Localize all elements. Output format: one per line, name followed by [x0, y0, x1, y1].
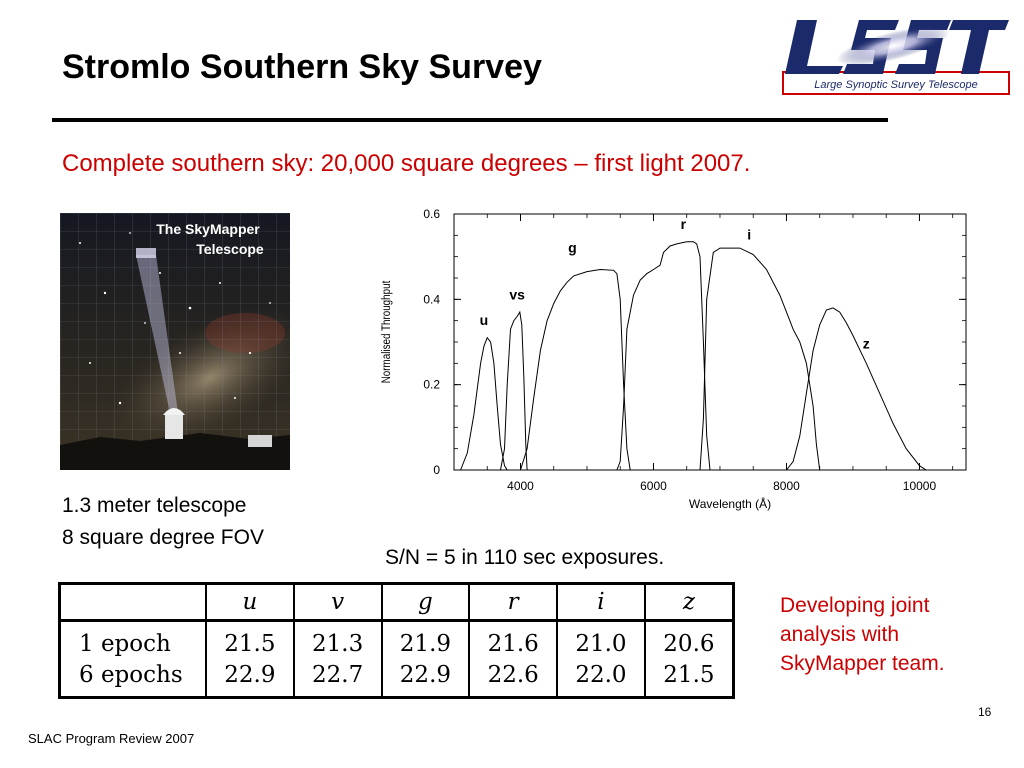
series-line-g: [520, 268, 631, 471]
lsst-logo: Large Synoptic Survey Telescope: [773, 10, 1017, 98]
caption-telescope: 1.3 meter telescope: [62, 494, 247, 517]
table-cell: 21.9: [380, 620, 470, 659]
exposure-note: S/N = 5 in 110 sec exposures.: [385, 546, 665, 569]
y-tick-label: 0.6: [423, 207, 440, 221]
skymapper-telescope-photo: The SkyMapper Telescope: [60, 213, 290, 470]
table-row: 6 epochs 22.9 22.7 22.9 22.6 22.0 21.5: [60, 659, 734, 698]
row-label: 6 epochs: [79, 661, 183, 688]
x-axis-label: Wavelength (Å): [689, 496, 771, 511]
table-cell: 21.5: [205, 620, 294, 659]
series-label-vs: vs: [509, 286, 525, 302]
series-label-g: g: [568, 239, 577, 255]
x-tick-label: 4000: [507, 479, 534, 493]
page-number: 16: [978, 705, 992, 719]
side-note: Developing joint analysis with SkyMapper…: [780, 591, 1010, 678]
title-divider: [52, 118, 888, 122]
series-line-r: [616, 241, 711, 471]
table-corner-cell: [59, 583, 206, 622]
series-label-r: r: [681, 216, 687, 232]
table-cell: 22.6: [468, 659, 558, 698]
slide-title: Stromlo Southern Sky Survey: [62, 48, 542, 86]
column-header-u: u: [205, 583, 294, 622]
series-label-z: z: [863, 335, 870, 351]
x-tick-label: 10000: [903, 479, 937, 493]
table-cell: 20.6: [643, 620, 734, 659]
side-note-line: analysis with: [780, 623, 900, 646]
y-axis-label: Normalised Throughput: [380, 281, 393, 384]
table-cell: 22.9: [205, 659, 294, 698]
series-line-u: [460, 336, 508, 471]
column-header-z: z: [643, 583, 734, 622]
column-header-r: r: [468, 583, 558, 622]
row-label: 1 epoch: [79, 630, 171, 657]
column-header-i: i: [556, 583, 645, 622]
table-row: 1 epoch 21.5 21.3 21.9 21.6 21.0 20.6: [60, 620, 734, 659]
y-tick-label: 0.2: [423, 378, 440, 392]
column-header-v: v: [292, 583, 382, 622]
table-cell: 22.7: [292, 659, 382, 698]
side-note-line: SkyMapper team.: [780, 652, 945, 675]
caption-fov: 8 square degree FOV: [62, 526, 264, 549]
plot-frame: [453, 213, 967, 471]
throughput-chart: 4000 6000 8000 10000 0 0.2 0.4 0.6 Wavelength (Å…: [380, 207, 967, 511]
series-label-u: u: [480, 312, 489, 328]
table-cell: 21.5: [643, 659, 734, 698]
table-cell: 21.6: [468, 620, 558, 659]
table-header-row: u v g r i z: [59, 583, 734, 622]
table-cell: 22.9: [380, 659, 470, 698]
table-cell: 21.0: [556, 620, 645, 659]
series-line-i: [699, 247, 821, 471]
logo-tagline: Large Synoptic Survey Telescope: [814, 79, 977, 91]
slide-subtitle: Complete southern sky: 20,000 square deg…: [62, 150, 751, 177]
footer-text: SLAC Program Review 2007: [28, 731, 195, 746]
depth-table: u v g r i z 1 epoch 21.5 21.3 21.9 21.6 …: [58, 582, 735, 699]
y-tick-label: 0: [433, 463, 440, 477]
photo-label-line1: The SkyMapper: [156, 221, 260, 237]
side-note-line: Developing joint: [780, 594, 930, 617]
table-cell: 22.0: [556, 659, 645, 698]
photo-label-line2: Telescope: [196, 241, 264, 257]
column-header-g: g: [380, 583, 470, 622]
series-line-z: [786, 307, 927, 471]
y-tick-label: 0.4: [423, 292, 440, 306]
series-line-vs: [500, 310, 528, 471]
x-tick-label: 8000: [773, 479, 800, 493]
series-label-i: i: [747, 227, 751, 243]
table-cell: 21.3: [292, 620, 382, 659]
x-tick-label: 6000: [640, 479, 667, 493]
